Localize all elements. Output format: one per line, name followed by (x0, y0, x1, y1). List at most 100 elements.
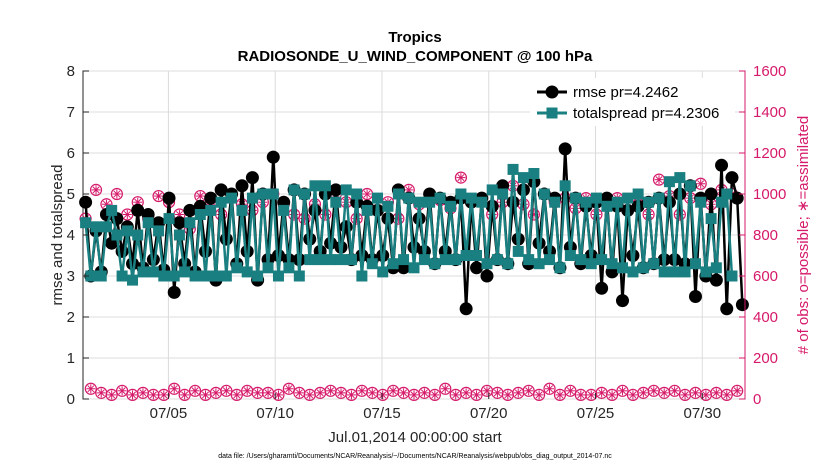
totalspread-point (194, 209, 206, 220)
totalspread-point (366, 258, 378, 270)
rmse-point (146, 253, 160, 267)
obs-possible-point (454, 171, 468, 184)
totalspread-point (596, 254, 608, 266)
totalspread-point (288, 184, 300, 196)
totalspread-point (559, 180, 571, 192)
obs-assimilated-point (576, 390, 586, 400)
obs-assimilated-point (419, 388, 429, 398)
totalspread-point (345, 254, 357, 266)
rmse-point (271, 249, 285, 262)
totalspread-point (590, 192, 602, 204)
obs-possible-point (564, 384, 577, 397)
obs-assimilated-point (701, 390, 711, 400)
totalspread-point (215, 196, 227, 208)
obs-assimilated-point (456, 173, 466, 183)
totalspread-point (210, 270, 222, 282)
obs-assimilated-point (461, 388, 471, 398)
obs-assimilated-point (211, 388, 221, 398)
totalspread-point (700, 266, 712, 278)
obs-assimilated-point (86, 384, 96, 394)
totalspread-point (486, 184, 498, 196)
totalspread-point (80, 217, 92, 229)
obs-possible-point (168, 382, 181, 395)
totalspread-point (648, 258, 660, 270)
obs-assimilated-point (138, 388, 148, 398)
totalspread-point (293, 270, 305, 282)
y2-tick-label: 400 (753, 309, 778, 326)
obs-possible-point (439, 382, 452, 395)
x-tick-label: 07/30 (684, 405, 722, 422)
x-tick-label: 07/25 (577, 405, 615, 422)
obs-assimilated-point (628, 390, 638, 400)
rmse-point (412, 212, 426, 226)
obs-assimilated-point (649, 386, 659, 396)
obs-assimilated-point (690, 388, 700, 398)
totalspread-point (335, 254, 347, 266)
totalspread-point (382, 200, 394, 212)
totalspread-point (580, 196, 592, 208)
obs-assimilated-point (524, 386, 534, 396)
obs-assimilated-point (607, 390, 617, 400)
totalspread-point (653, 192, 665, 204)
totalspread-point (439, 254, 451, 266)
obs-possible-point (522, 384, 535, 397)
rmse-point (735, 298, 749, 312)
obs-assimilated-point (618, 386, 628, 396)
totalspread-point (491, 254, 503, 266)
totalspread-point (372, 192, 384, 204)
totalspread-point (111, 229, 123, 241)
y2-tick-label: 600 (753, 268, 778, 285)
obs-possible-point (543, 382, 556, 395)
x-tick-label: 07/20 (470, 405, 508, 422)
obs-possible-point (720, 388, 733, 401)
totalspread-point (121, 225, 133, 237)
totalspread-point (679, 266, 691, 278)
y-tick-label: 4 (67, 227, 75, 244)
obs-assimilated-point (284, 384, 294, 394)
y-tick-label: 7 (67, 104, 75, 121)
obs-assimilated-point (534, 390, 544, 400)
obs-assimilated-point (362, 189, 372, 199)
totalspread-point (643, 196, 655, 208)
totalspread-point (424, 196, 436, 208)
rmse-point (715, 158, 729, 172)
obs-possible-point (527, 208, 540, 221)
totalspread-point (272, 270, 284, 282)
totalspread-point (163, 213, 175, 225)
totalspread-point (721, 188, 733, 200)
obs-possible-point (282, 382, 295, 395)
rmse-point (131, 203, 145, 217)
totalspread-point (153, 225, 165, 237)
rmse-point (709, 273, 723, 287)
totalspread-point (252, 270, 264, 282)
totalspread-point (392, 188, 404, 200)
totalspread-point (304, 254, 316, 266)
chart-subtitle: RADIOSONDE_U_WIND_COMPONENT @ 100 hPa (238, 48, 593, 65)
totalspread-point (450, 254, 462, 266)
y2-tick-label: 200 (753, 350, 778, 367)
totalspread-point (90, 221, 102, 233)
rmse-point (219, 232, 233, 246)
totalspread-point (554, 262, 566, 274)
obs-possible-point (230, 388, 243, 401)
totalspread-point (267, 188, 279, 200)
obs-assimilated-point (336, 388, 346, 398)
rmse-point (167, 285, 181, 299)
rmse-point (725, 171, 739, 185)
obs-assimilated-point (399, 388, 409, 398)
totalspread-point (236, 204, 248, 216)
rmse-point (480, 269, 494, 283)
totalspread-point (544, 254, 556, 266)
obs-possible-point (533, 388, 546, 401)
legend-rmse-label: rmse pr=4.2462 (573, 84, 678, 101)
y-tick-label: 5 (67, 186, 75, 203)
totalspread-point (184, 217, 196, 229)
obs-assimilated-point (357, 386, 367, 396)
y-tick-label: 3 (67, 268, 75, 285)
totalspread-point (471, 250, 483, 261)
obs-possible-point (553, 388, 567, 401)
totalspread-point (481, 258, 493, 270)
totalspread-point (127, 274, 139, 286)
rmse-point (506, 195, 520, 209)
totalspread-point (606, 258, 618, 270)
